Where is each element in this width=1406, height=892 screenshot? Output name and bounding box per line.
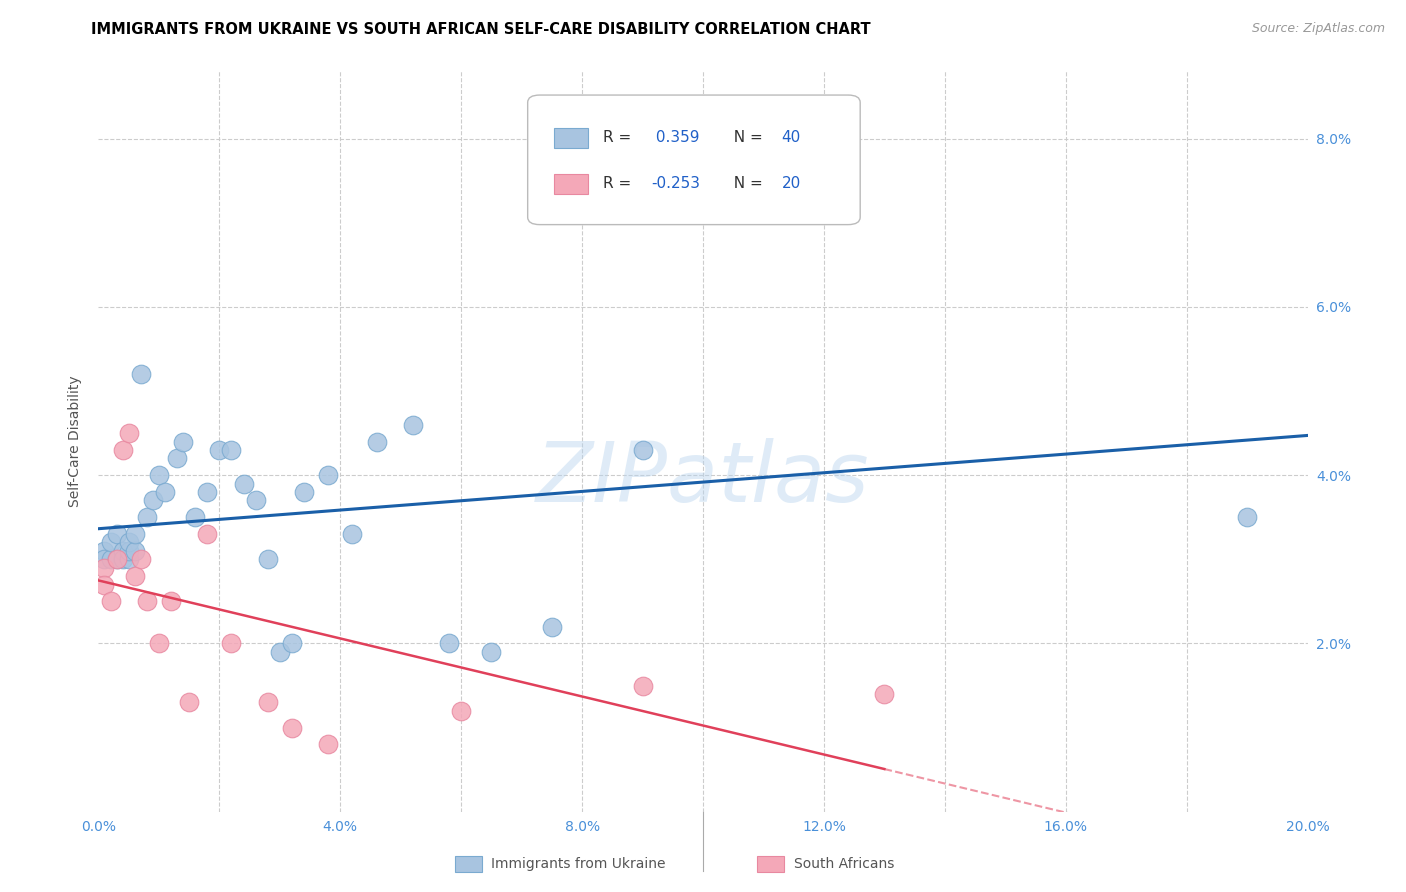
Point	[105, 552, 128, 566]
Point	[153, 485, 176, 500]
Point	[221, 636, 243, 650]
Bar	[554, 128, 588, 148]
Point	[105, 552, 128, 566]
Point	[366, 434, 388, 449]
Point	[316, 468, 339, 483]
Point	[111, 442, 134, 457]
Point	[118, 426, 141, 441]
Point	[402, 417, 425, 432]
Point	[100, 535, 122, 549]
Point	[129, 552, 152, 566]
Point	[281, 721, 304, 735]
Point	[631, 679, 654, 693]
Point	[342, 527, 364, 541]
Point	[450, 704, 472, 718]
FancyBboxPatch shape	[527, 95, 860, 225]
Point	[281, 636, 304, 650]
Text: Source: ZipAtlas.com: Source: ZipAtlas.com	[1251, 22, 1385, 36]
Point	[437, 636, 460, 650]
Text: N =: N =	[724, 130, 768, 145]
Point	[179, 695, 201, 709]
Text: Immigrants from Ukraine: Immigrants from Ukraine	[492, 856, 666, 871]
Bar	[456, 856, 482, 872]
Point	[195, 527, 218, 541]
Point	[172, 434, 194, 449]
Point	[256, 695, 278, 709]
Point	[316, 738, 339, 752]
Point	[245, 493, 267, 508]
Point	[873, 687, 896, 701]
Point	[148, 636, 170, 650]
Text: R =: R =	[603, 130, 636, 145]
Y-axis label: Self-Care Disability: Self-Care Disability	[69, 376, 83, 508]
Point	[105, 527, 128, 541]
Point	[631, 442, 654, 457]
Point	[813, 190, 835, 204]
Point	[135, 594, 157, 608]
Bar	[554, 174, 588, 194]
Text: R =: R =	[603, 177, 636, 192]
Text: 40: 40	[782, 130, 801, 145]
Text: N =: N =	[724, 177, 768, 192]
Text: South Africans: South Africans	[793, 856, 894, 871]
Point	[93, 577, 115, 591]
Bar	[758, 856, 785, 872]
Point	[93, 544, 115, 558]
Point	[481, 645, 503, 659]
Point	[111, 544, 134, 558]
Point	[124, 544, 146, 558]
Point	[232, 476, 254, 491]
Point	[93, 560, 115, 574]
Text: 20: 20	[782, 177, 801, 192]
Point	[124, 569, 146, 583]
Point	[100, 552, 122, 566]
Point	[160, 594, 183, 608]
Point	[93, 552, 115, 566]
Point	[195, 485, 218, 500]
Point	[111, 552, 134, 566]
Point	[118, 544, 141, 558]
Point	[269, 645, 291, 659]
Point	[1236, 510, 1258, 524]
Point	[256, 552, 278, 566]
Point	[221, 442, 243, 457]
Point	[118, 535, 141, 549]
Text: ZIPatlas: ZIPatlas	[536, 438, 870, 519]
Text: IMMIGRANTS FROM UKRAINE VS SOUTH AFRICAN SELF-CARE DISABILITY CORRELATION CHART: IMMIGRANTS FROM UKRAINE VS SOUTH AFRICAN…	[91, 22, 870, 37]
Point	[292, 485, 315, 500]
Point	[166, 451, 188, 466]
Point	[118, 552, 141, 566]
Point	[208, 442, 231, 457]
Point	[124, 527, 146, 541]
Text: 0.359: 0.359	[651, 130, 700, 145]
Point	[540, 619, 562, 633]
Point	[142, 493, 165, 508]
Text: -0.253: -0.253	[651, 177, 700, 192]
Point	[148, 468, 170, 483]
Point	[184, 510, 207, 524]
Point	[100, 594, 122, 608]
Point	[129, 368, 152, 382]
Point	[135, 510, 157, 524]
